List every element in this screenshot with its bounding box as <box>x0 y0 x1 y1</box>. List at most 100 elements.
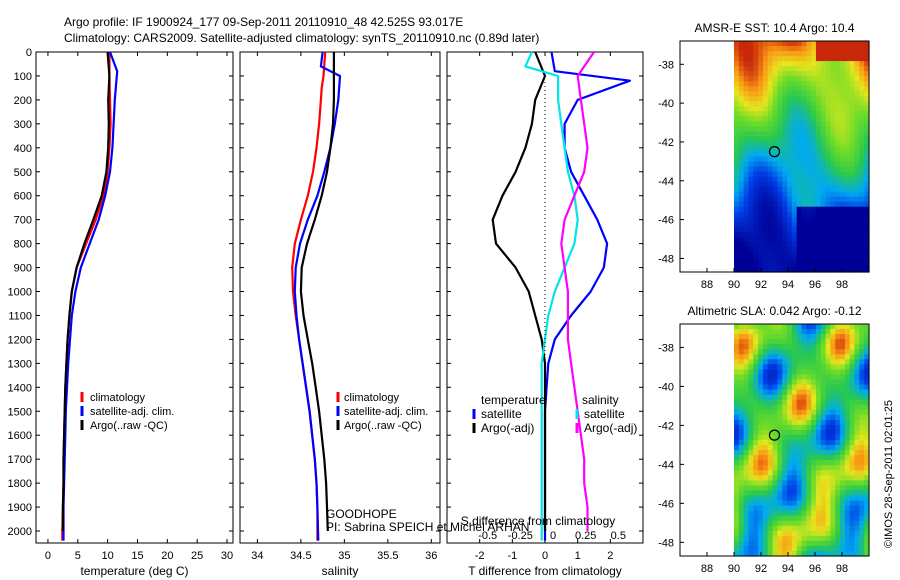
sst-map-heatmap-cell <box>787 141 793 148</box>
sst-map-heatmap-cell <box>811 66 817 72</box>
sst-map-heatmap-cell <box>743 106 750 112</box>
sst-map-heatmap-cell <box>801 126 807 132</box>
sla-map-heatmap-cell <box>849 404 856 411</box>
sst-map-heatmap-cell <box>854 196 860 203</box>
sst-map-heatmap-cell <box>859 216 865 223</box>
sla-map-heatmap-cell <box>743 434 750 441</box>
sst-map-heatmap-cell <box>762 126 769 132</box>
sla-map-heatmap-cell <box>748 349 754 355</box>
sla-map-heatmap-cell <box>830 329 836 335</box>
sla-map-heatmap-cell <box>835 515 841 522</box>
sla-map-heatmap-cell <box>849 495 856 502</box>
sla-map-heatmap-cell <box>743 364 750 370</box>
sst-map-heatmap-cell <box>849 131 856 138</box>
sst-map-heatmap-cell <box>840 151 846 158</box>
sla-map-heatmap-cell <box>791 399 798 406</box>
sla-map-heatmap-cell <box>772 364 778 370</box>
sla-map-heatmap-cell <box>801 495 807 502</box>
sla-map-heatmap-cell <box>859 475 865 481</box>
sla-map-heatmap-cell <box>753 490 759 497</box>
sst-map-heatmap-cell <box>864 246 870 253</box>
sst-map-heatmap-cell <box>758 251 764 258</box>
sst-map-heatmap-cell <box>758 86 764 92</box>
sla-map-heatmap-cell <box>734 465 740 471</box>
sst-map-heatmap-cell <box>840 241 846 248</box>
sst-map-heatmap-cell <box>782 176 788 183</box>
sla-map-heatmap-cell <box>767 515 774 522</box>
sla-map-heatmap-cell <box>835 369 841 376</box>
sst-map-heatmap-cell <box>743 41 750 47</box>
sst-map-heatmap-cell <box>782 81 788 87</box>
sst-map-heatmap-cell <box>734 216 740 223</box>
sla-map-heatmap-cell <box>743 460 750 466</box>
sla-map-heatmap-cell <box>849 429 856 436</box>
sla-map-heatmap-cell <box>830 394 836 401</box>
sla-map-heatmap-cell <box>791 485 798 492</box>
sst-map-heatmap-cell <box>796 141 803 148</box>
sla-map-heatmap-cell <box>844 465 851 471</box>
sst-map-heatmap-cell <box>840 251 846 258</box>
sst-map-heatmap-cell <box>806 106 812 112</box>
sla-map-heatmap-cell <box>844 369 851 376</box>
sla-map-heatmap-cell <box>791 429 798 436</box>
sst-map-heatmap-cell <box>859 121 865 127</box>
sst-map-heatmap-cell <box>825 226 832 233</box>
sst-map-heatmap-cell <box>758 231 764 238</box>
sst-map-heatmap-cell <box>830 226 836 233</box>
sst-map-heatmap-cell <box>743 116 750 122</box>
sst-map-heatmap-cell <box>811 106 817 112</box>
sst-map-heatmap-cell <box>854 66 860 72</box>
sla-map-heatmap-cell <box>844 515 851 522</box>
sst-map-heatmap-cell <box>762 221 769 228</box>
sst-map-heatmap-cell <box>840 206 846 213</box>
sla-map-heatmap-cell <box>854 440 860 446</box>
sst-map-heatmap-cell <box>782 181 788 188</box>
sst-map-heatmap-cell <box>801 261 807 268</box>
sst-map-heatmap-cell <box>734 181 740 188</box>
sla-map-heatmap-cell <box>830 545 836 552</box>
sla-map-heatmap-cell <box>738 470 745 476</box>
sla-map-heatmap-cell <box>758 520 764 527</box>
depth-tick-label: 1100 <box>8 310 32 322</box>
sst-map-heatmap-cell <box>748 196 754 203</box>
sla-map-heatmap-cell <box>791 394 798 401</box>
difference-legend-label: Argo(-adj) <box>584 421 637 435</box>
sla-map-heatmap-cell <box>825 465 832 471</box>
sla-map-heatmap-cell <box>806 419 812 426</box>
sla-map-heatmap-cell <box>825 409 832 416</box>
sst-map-heatmap-cell <box>787 236 793 243</box>
sst-map-heatmap-cell <box>806 141 812 148</box>
difference-legend-label: satellite <box>584 407 625 421</box>
sla-map-heatmap-cell <box>844 460 851 466</box>
sla-map-heatmap-cell <box>738 465 745 471</box>
temperature-legend-label: climatology <box>90 392 146 404</box>
sla-map-heatmap-cell <box>849 389 856 396</box>
sla-map-heatmap-cell <box>796 409 803 416</box>
sst-map-heatmap-cell <box>734 51 740 57</box>
sla-map-heatmap-cell <box>772 399 778 406</box>
sla-map-heatmap-cell <box>830 349 836 355</box>
depth-tick-label: 1200 <box>8 334 32 346</box>
sst-map-heatmap-cell <box>849 76 856 82</box>
sst-map-heatmap-cell <box>830 241 836 248</box>
sla-map-heatmap-cell <box>840 419 846 426</box>
sla-map-heatmap-cell <box>758 465 764 471</box>
sla-map-heatmap-cell <box>796 434 803 441</box>
salinity-profile-panel: 34 34.5 35 35.5 36salinityclimatologysatelli… <box>239 51 529 578</box>
sla-map-heatmap-cell <box>835 429 841 436</box>
sla-map-heatmap-cell <box>854 404 860 411</box>
sla-map-heatmap-cell <box>825 440 832 446</box>
sla-map-heatmap-cell <box>796 525 803 532</box>
sla-map-heatmap-cell <box>825 510 832 517</box>
sla-map-heatmap-cell <box>825 480 832 486</box>
sla-map-heatmap-cell <box>734 334 740 340</box>
sst-map-heatmap-cell <box>811 166 817 173</box>
sst-map-heatmap-cell <box>762 206 769 213</box>
sla-map-heatmap-cell <box>849 399 856 406</box>
sst-map-heatmap-cell <box>830 266 836 273</box>
sla-map-heatmap-cell <box>767 480 774 486</box>
sla-map-heatmap-cell <box>811 409 817 416</box>
sla-map-heatmap-cell <box>767 525 774 532</box>
sst-map-xtick-label: 92 <box>755 279 767 291</box>
sla-map-heatmap-cell <box>758 324 764 330</box>
